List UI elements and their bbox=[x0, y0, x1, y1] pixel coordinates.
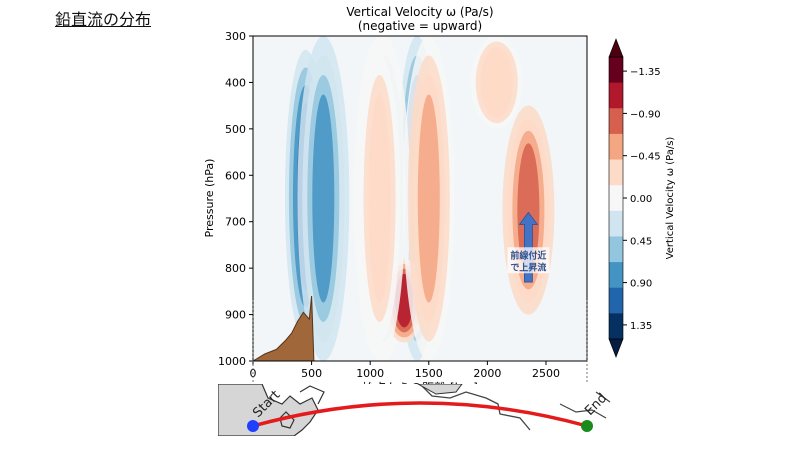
y-tick-label: 400 bbox=[225, 76, 246, 89]
colorbar: −1.35 −0.90 −0.45 0.00 0.45 0.90 1.35 bbox=[608, 38, 661, 358]
slide-title: 鉛直流の分布 bbox=[55, 10, 152, 29]
annotation-line-2: で上昇流 bbox=[510, 261, 546, 273]
colorbar-tick-label: 0.00 bbox=[630, 194, 652, 205]
terrain-profile bbox=[253, 295, 319, 361]
colorbar-segment bbox=[609, 236, 623, 263]
colorbar-tick-label: −0.45 bbox=[630, 152, 661, 163]
y-tick-label: 800 bbox=[225, 262, 246, 275]
annotation-line-1: 前線付近 bbox=[510, 249, 546, 261]
colorbar-extend-bottom bbox=[608, 338, 624, 358]
colorbar-segment bbox=[609, 82, 623, 109]
colorbar-segment bbox=[609, 57, 623, 84]
colorbar-tick-label: 1.35 bbox=[630, 321, 652, 332]
x-tick-label: 2000 bbox=[473, 367, 501, 380]
colorbar-tick-label: −1.35 bbox=[630, 67, 661, 78]
y-tick-label: 1000 bbox=[218, 355, 246, 368]
start-marker bbox=[247, 420, 259, 432]
omega-feature-5 bbox=[502, 105, 555, 315]
x-tick-label: 1000 bbox=[356, 367, 384, 380]
colorbar-segment bbox=[609, 108, 623, 135]
y-tick-label: 900 bbox=[225, 309, 246, 322]
y-tick-label: 600 bbox=[225, 169, 246, 182]
colorbar-segment bbox=[609, 133, 623, 161]
y-axis: 300 400 500 600 700 800 900 1000 bbox=[218, 30, 253, 368]
y-tick-label: 500 bbox=[225, 123, 246, 136]
y-tick-label: 300 bbox=[225, 30, 246, 43]
x-axis: 0 500 1000 1500 2000 2500 bbox=[250, 361, 560, 380]
x-tick-label: 500 bbox=[301, 367, 322, 380]
colorbar-tick-label: 0.45 bbox=[630, 236, 652, 247]
chart-title: Vertical Velocity ω (Pa/s) bbox=[346, 5, 493, 19]
y-tick-label: 700 bbox=[225, 216, 246, 229]
omega-field bbox=[284, 36, 555, 361]
colorbar-tick-label: −0.90 bbox=[630, 109, 661, 120]
colorbar-segment bbox=[609, 210, 623, 237]
colorbar-segment bbox=[609, 159, 623, 186]
x-tick-label: 2500 bbox=[532, 367, 560, 380]
colorbar-segment bbox=[609, 287, 623, 314]
colorbar-segment bbox=[609, 262, 623, 289]
colorbar-segment bbox=[609, 185, 623, 212]
y-axis-label: Pressure (hPa) bbox=[203, 159, 216, 238]
omega-feature-6 bbox=[402, 36, 455, 361]
chart-subtitle: (negative = upward) bbox=[358, 19, 482, 33]
omega-feature-1 bbox=[297, 36, 350, 361]
annotation-box bbox=[507, 247, 550, 274]
plot-frame bbox=[252, 35, 588, 362]
x-tick-label: 1500 bbox=[415, 367, 443, 380]
colorbar-segment bbox=[609, 313, 623, 340]
route-line bbox=[252, 401, 588, 428]
colorbar-tick-label: 0.90 bbox=[630, 279, 652, 290]
route-map: Start End bbox=[218, 384, 613, 436]
colorbar-label: Vertical Velocity ω (Pa/s) bbox=[665, 137, 676, 260]
omega-feature-7 bbox=[353, 36, 406, 361]
end-marker bbox=[581, 420, 593, 432]
omega-feature-8 bbox=[470, 36, 523, 129]
colorbar-extend-top bbox=[608, 38, 624, 58]
